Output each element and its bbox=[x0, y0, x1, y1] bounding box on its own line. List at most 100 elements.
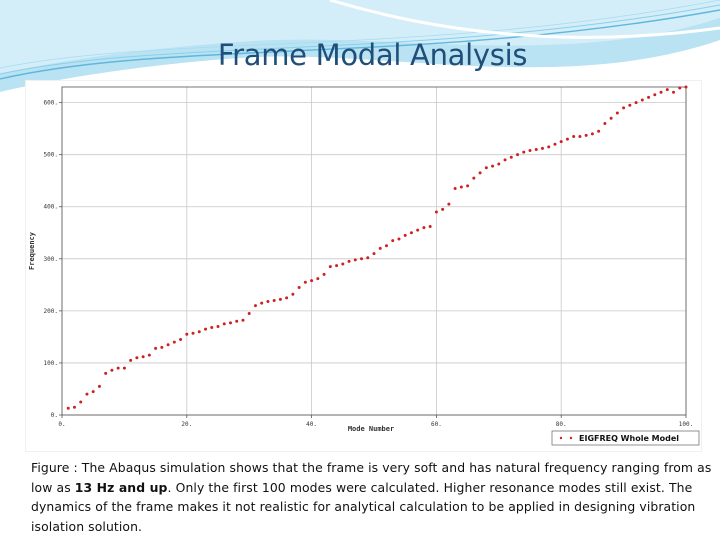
data-point bbox=[466, 184, 470, 188]
data-point bbox=[79, 400, 83, 404]
data-point bbox=[272, 298, 276, 302]
y-tick-label: 0. bbox=[51, 412, 58, 419]
data-point bbox=[497, 162, 501, 166]
header-swoosh-line-2 bbox=[0, 4, 720, 75]
data-point bbox=[222, 322, 226, 326]
data-point bbox=[534, 147, 538, 151]
data-point bbox=[347, 259, 351, 263]
data-point bbox=[409, 231, 413, 235]
data-point bbox=[197, 330, 201, 334]
data-point bbox=[540, 146, 544, 150]
ticks-layer: 0. 100. 200. 300. 400. 500. 600. 0. 20. 40. 60. 80.… bbox=[44, 100, 694, 428]
data-point bbox=[441, 207, 445, 211]
data-point bbox=[147, 353, 151, 357]
data-point bbox=[622, 106, 626, 110]
x-tick-label: 60. bbox=[431, 421, 442, 428]
data-point bbox=[428, 225, 432, 229]
caption-text-part-2: . Only the first 100 modes were calculat… bbox=[31, 479, 696, 534]
x-tick-label: 40. bbox=[306, 421, 317, 428]
data-point bbox=[97, 384, 101, 388]
data-point bbox=[665, 88, 669, 92]
data-point bbox=[472, 176, 476, 180]
header-swoosh-line-1 bbox=[0, 9, 720, 80]
legend-label: EIGFREQ Whole Model bbox=[579, 434, 679, 443]
header-swoosh-line-3 bbox=[0, 0, 720, 69]
x-tick-label: 20. bbox=[181, 421, 192, 428]
data-point bbox=[116, 366, 120, 370]
data-point bbox=[528, 149, 532, 153]
data-point bbox=[453, 187, 457, 191]
data-point bbox=[341, 262, 345, 266]
data-point bbox=[316, 277, 320, 281]
slide-title: Frame Modal Analysis bbox=[217, 38, 528, 72]
plot-area-frame bbox=[61, 86, 687, 416]
data-point bbox=[647, 95, 651, 99]
y-axis-label: Frequency bbox=[28, 231, 36, 270]
data-point bbox=[553, 142, 557, 146]
y-tick-label: 300. bbox=[44, 256, 58, 263]
data-point bbox=[335, 264, 339, 268]
data-point bbox=[179, 338, 183, 342]
data-point bbox=[185, 332, 189, 336]
data-point bbox=[91, 390, 95, 394]
data-point bbox=[366, 256, 370, 260]
data-point bbox=[597, 129, 601, 133]
data-point bbox=[210, 326, 214, 330]
data-point bbox=[378, 246, 382, 250]
data-point bbox=[85, 392, 89, 396]
data-point bbox=[191, 331, 195, 335]
data-point bbox=[278, 297, 282, 301]
data-point bbox=[260, 301, 264, 305]
data-point bbox=[516, 153, 520, 157]
data-point bbox=[72, 405, 76, 409]
y-tick-label: 400. bbox=[44, 204, 58, 211]
caption-bold-frequency: 13 Hz and up bbox=[74, 479, 168, 495]
data-point bbox=[322, 272, 326, 276]
header-swoosh-light bbox=[0, 0, 720, 74]
data-point bbox=[578, 134, 582, 138]
data-point bbox=[303, 280, 307, 284]
data-point bbox=[291, 292, 295, 296]
data-point bbox=[285, 296, 289, 300]
data-point bbox=[353, 258, 357, 262]
data-point bbox=[447, 202, 451, 206]
data-point bbox=[609, 116, 613, 120]
data-point bbox=[615, 111, 619, 115]
x-axis-label: Mode Number bbox=[348, 425, 394, 433]
data-point bbox=[247, 311, 251, 315]
header-swoosh-white bbox=[329, 0, 720, 39]
data-point bbox=[653, 93, 657, 97]
data-point bbox=[372, 252, 376, 256]
data-point bbox=[129, 358, 133, 362]
chart-panel: 0. 100. 200. 300. 400. 500. 600. 0. 20. 40. 60. 80.… bbox=[25, 80, 702, 452]
data-point bbox=[391, 239, 395, 243]
data-point bbox=[154, 346, 158, 350]
data-point bbox=[397, 237, 401, 241]
data-point bbox=[584, 133, 588, 137]
data-point bbox=[135, 356, 139, 360]
data-point bbox=[422, 226, 426, 230]
data-point bbox=[360, 257, 364, 261]
y-tick-label: 600. bbox=[44, 100, 58, 107]
data-point bbox=[640, 98, 644, 102]
data-point bbox=[522, 150, 526, 154]
frequency-scatter-chart: 0. 100. 200. 300. 400. 500. 600. 0. 20. 40. 60. 80.… bbox=[28, 85, 700, 446]
data-point bbox=[235, 319, 239, 323]
data-point bbox=[403, 233, 407, 237]
data-point bbox=[297, 285, 301, 289]
data-point bbox=[122, 366, 126, 370]
data-point bbox=[104, 371, 108, 375]
data-point bbox=[310, 279, 314, 283]
data-point bbox=[672, 90, 676, 94]
data-point bbox=[172, 340, 176, 344]
x-tick-label: 0. bbox=[58, 421, 65, 428]
data-point bbox=[416, 228, 420, 232]
data-point bbox=[166, 343, 170, 347]
y-tick-label: 100. bbox=[44, 360, 58, 367]
caption-text-part-1: Figure : The Abaqus simulation shows tha… bbox=[31, 460, 712, 495]
data-point bbox=[110, 368, 114, 372]
data-point bbox=[559, 140, 563, 144]
data-point bbox=[684, 85, 688, 89]
slide-header-decoration bbox=[0, 0, 720, 92]
data-point bbox=[491, 164, 495, 168]
